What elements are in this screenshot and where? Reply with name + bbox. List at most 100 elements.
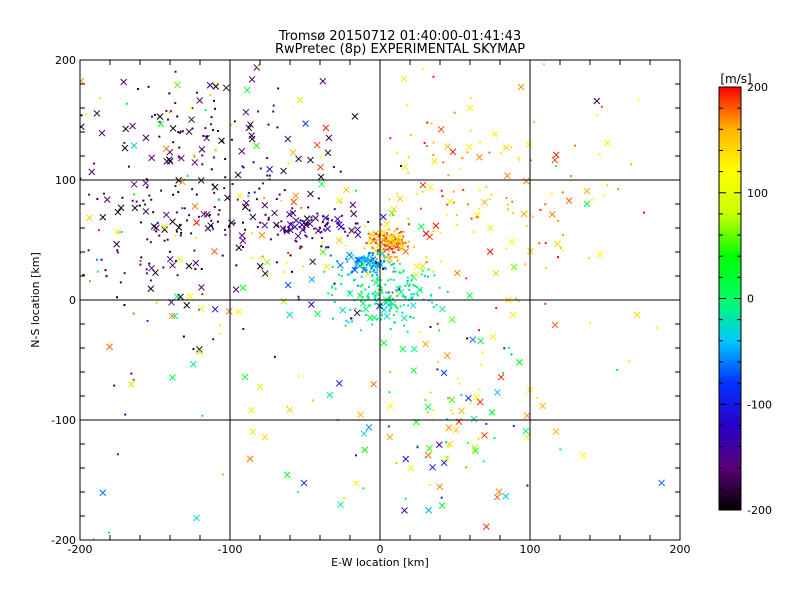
x-marker — [261, 221, 269, 229]
dot-marker — [371, 247, 374, 250]
x-marker — [431, 158, 438, 165]
dot-marker — [398, 288, 401, 291]
dot-marker — [465, 466, 468, 469]
dot-marker — [407, 223, 410, 226]
dot-marker — [82, 273, 85, 276]
dot-marker — [393, 313, 396, 316]
dot-marker — [221, 473, 224, 476]
x-marker — [497, 373, 505, 381]
dot-marker — [297, 298, 300, 301]
x-marker — [142, 134, 150, 142]
x-marker — [409, 302, 417, 309]
x-marker — [186, 293, 194, 300]
x-marker — [400, 75, 408, 83]
dot-marker — [395, 288, 398, 291]
dot-marker — [276, 224, 279, 227]
x-marker — [307, 156, 314, 164]
x-marker — [452, 426, 460, 434]
dot-marker — [385, 248, 388, 251]
dot-marker — [389, 304, 392, 307]
x-marker — [197, 305, 205, 312]
dot-marker — [204, 109, 207, 112]
dot-marker — [331, 219, 334, 222]
dot-marker — [116, 296, 119, 299]
dot-marker — [415, 192, 418, 195]
dot-marker — [283, 189, 286, 192]
dot-marker — [174, 234, 177, 237]
x-marker — [438, 305, 446, 313]
dot-marker — [365, 258, 368, 261]
dot-marker — [333, 282, 336, 285]
dot-marker — [406, 276, 409, 279]
dot-marker — [158, 121, 161, 124]
dot-marker — [261, 182, 264, 185]
x-marker — [203, 211, 211, 218]
x-marker — [323, 263, 331, 270]
dot-marker — [201, 293, 204, 296]
dot-marker — [131, 199, 134, 202]
dot-marker — [325, 223, 328, 226]
x-marker — [238, 147, 246, 155]
dot-marker — [460, 393, 463, 396]
dot-marker — [116, 249, 119, 252]
dot-marker — [337, 221, 340, 224]
x-marker — [435, 441, 443, 449]
dot-marker — [105, 275, 108, 278]
x-marker — [396, 195, 404, 203]
dot-marker — [561, 191, 564, 194]
x-marker — [476, 398, 484, 406]
x-marker — [362, 305, 370, 313]
x-marker — [148, 264, 155, 272]
dot-marker — [371, 275, 374, 278]
dot-marker — [273, 355, 276, 358]
dot-marker — [332, 317, 335, 320]
dot-marker — [150, 198, 153, 201]
x-marker — [376, 302, 383, 310]
dot-marker — [525, 210, 528, 213]
x-marker — [325, 134, 333, 142]
dot-marker — [377, 262, 380, 265]
dot-marker — [201, 414, 204, 417]
x-marker — [343, 186, 350, 194]
dot-marker — [402, 270, 405, 273]
x-marker — [308, 301, 315, 308]
dot-marker — [153, 113, 156, 116]
dot-marker — [382, 234, 385, 237]
dot-marker — [345, 258, 348, 261]
dot-marker — [321, 241, 324, 244]
dot-marker — [539, 208, 542, 211]
dot-marker — [535, 396, 538, 399]
colorbar-ticks: -200 -100 0 100 200 — [719, 81, 772, 517]
x-marker — [476, 154, 483, 161]
x-marker — [98, 129, 106, 137]
x-marker — [565, 197, 573, 205]
x-marker — [401, 507, 408, 514]
x-marker — [416, 286, 424, 294]
x-marker — [554, 240, 561, 248]
dot-marker — [146, 186, 149, 189]
dot-marker — [375, 242, 378, 245]
dot-marker — [429, 391, 432, 394]
dot-marker — [404, 295, 407, 298]
x-marker — [120, 78, 128, 86]
dot-marker — [267, 123, 270, 126]
dot-marker — [376, 291, 379, 294]
dot-marker — [145, 178, 148, 181]
x-marker — [551, 321, 559, 329]
dot-marker — [450, 409, 453, 412]
dot-marker — [369, 251, 372, 254]
x-marker — [324, 225, 331, 233]
x-marker — [440, 459, 448, 467]
dot-marker — [397, 285, 400, 288]
x-marker — [470, 415, 478, 423]
dot-marker — [217, 129, 220, 132]
dot-marker — [297, 375, 300, 378]
dot-marker — [351, 270, 354, 273]
dot-marker — [570, 175, 573, 178]
x-marker — [234, 171, 242, 179]
dot-marker — [127, 165, 130, 168]
dot-marker — [407, 156, 410, 159]
dot-marker — [447, 445, 450, 448]
dot-marker — [402, 230, 405, 233]
dot-marker — [190, 107, 193, 110]
